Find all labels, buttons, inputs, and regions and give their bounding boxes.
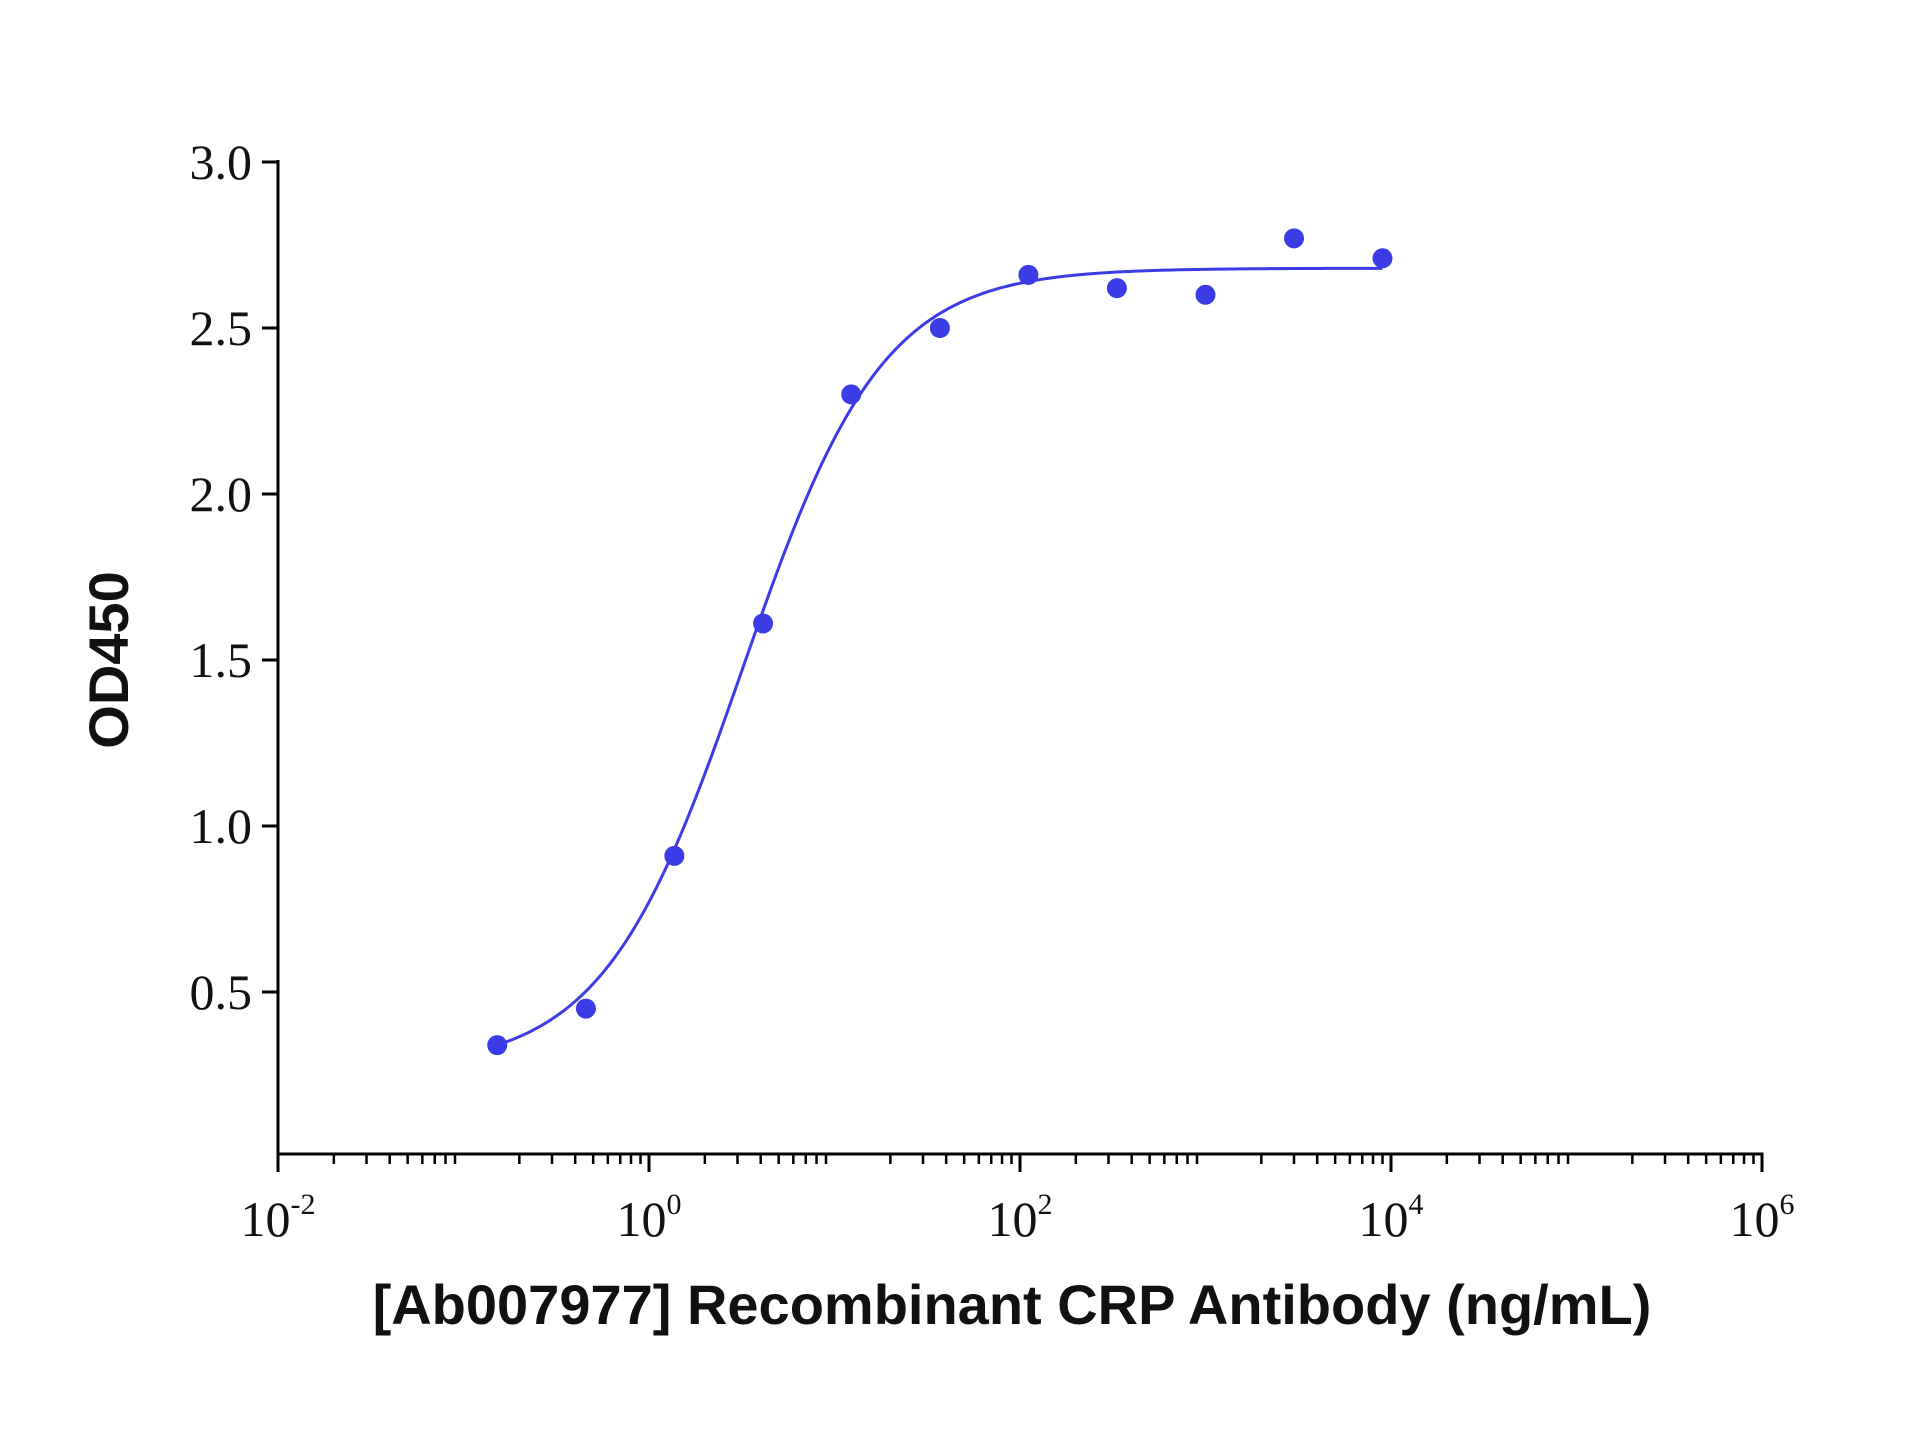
data-point (1372, 248, 1393, 269)
fit-curve (496, 266, 1383, 1047)
y-tick-label: 3.0 (190, 134, 253, 190)
data-points (487, 228, 1393, 1056)
y-tick-label: 0.5 (190, 964, 253, 1020)
x-tick-label: 10-2 (241, 1188, 316, 1247)
y-tick-label: 2.5 (190, 300, 253, 356)
data-point (1018, 264, 1039, 285)
x-tick-label: 100 (617, 1188, 682, 1247)
data-point (929, 318, 950, 338)
data-point (575, 998, 596, 1019)
x-tick-label: 106 (1730, 1188, 1795, 1247)
x-tick-label: 104 (1359, 1188, 1424, 1247)
data-point (664, 845, 685, 866)
data-point (1106, 278, 1127, 299)
y-tick-label: 1.5 (190, 632, 253, 688)
y-axis-title: OD450 (77, 571, 140, 748)
data-point (753, 613, 774, 634)
axes: 0.5 1.0 1.5 2.0 2.5 3.0 10-2 100 102 104 106 (190, 134, 1795, 1247)
data-point (1284, 228, 1305, 249)
y-tick-label: 1.0 (190, 798, 253, 854)
x-tick-label: 102 (988, 1188, 1053, 1247)
x-axis-title: [Ab007977] Recombinant CRP Antibody (ng/… (373, 1273, 1652, 1336)
data-point (487, 1035, 508, 1056)
y-tick-label: 2.0 (190, 466, 253, 522)
data-point (841, 384, 862, 405)
data-point (1195, 284, 1216, 305)
